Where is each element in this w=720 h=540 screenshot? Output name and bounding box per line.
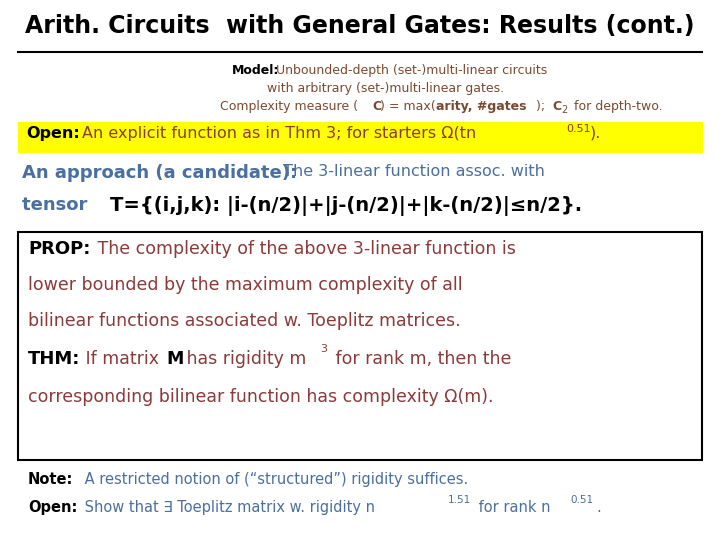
Text: A restricted notion of (“structured”) rigidity suffices.: A restricted notion of (“structured”) ri…	[80, 472, 468, 487]
Text: for depth-two.: for depth-two.	[570, 100, 662, 113]
Text: tensor: tensor	[22, 196, 100, 214]
Text: If matrix: If matrix	[80, 350, 164, 368]
Bar	[18, 122, 702, 152]
Text: The 3-linear function assoc. with: The 3-linear function assoc. with	[278, 164, 545, 179]
Text: Open:: Open:	[28, 500, 77, 515]
Text: 1.51: 1.51	[448, 495, 472, 505]
Text: bilinear functions associated w. Toeplitz matrices.: bilinear functions associated w. Toeplit…	[28, 312, 461, 330]
Text: Model:: Model:	[232, 64, 279, 77]
Text: corresponding bilinear function has complexity Ω(m).: corresponding bilinear function has comp…	[28, 388, 493, 406]
Text: 2: 2	[561, 105, 567, 115]
Text: .: .	[596, 500, 600, 515]
Text: M: M	[166, 350, 184, 368]
Text: Arith. Circuits  with General Gates: Results (cont.): Arith. Circuits with General Gates: Resu…	[25, 14, 695, 38]
Text: An approach (a candidate):: An approach (a candidate):	[22, 164, 297, 182]
Text: The complexity of the above 3-linear function is: The complexity of the above 3-linear fun…	[92, 240, 516, 258]
Text: Unbounded-depth (set-)multi-linear circuits: Unbounded-depth (set-)multi-linear circu…	[276, 64, 547, 77]
Text: for rank n: for rank n	[474, 500, 551, 515]
Text: has rigidity m: has rigidity m	[181, 350, 307, 368]
Text: 3: 3	[320, 344, 327, 354]
Text: Complexity measure (: Complexity measure (	[220, 100, 358, 113]
Text: PROP:: PROP:	[28, 240, 91, 258]
Text: for rank m, then the: for rank m, then the	[330, 350, 511, 368]
Text: C: C	[552, 100, 561, 113]
Text: Note:: Note:	[28, 472, 73, 487]
Text: Open:: Open:	[26, 126, 80, 141]
Text: T={(i,j,k): |i-(n/2)|+|j-(n/2)|+|k-(n/2)|≤n/2}.: T={(i,j,k): |i-(n/2)|+|j-(n/2)|+|k-(n/2)…	[110, 196, 582, 216]
Text: );: );	[536, 100, 549, 113]
Text: Show that ∃ Toeplitz matrix w. rigidity n: Show that ∃ Toeplitz matrix w. rigidity …	[80, 500, 375, 515]
Text: arity, #gates: arity, #gates	[436, 100, 526, 113]
Text: lower bounded by the maximum complexity of all: lower bounded by the maximum complexity …	[28, 276, 463, 294]
Text: An explicit function as in Thm 3; for starters Ω(tn: An explicit function as in Thm 3; for st…	[82, 126, 476, 141]
Text: 0.51: 0.51	[570, 495, 593, 505]
Text: with arbitrary (set-)multi-linear gates.: with arbitrary (set-)multi-linear gates.	[267, 82, 504, 95]
Text: ) = max(: ) = max(	[380, 100, 436, 113]
Text: THM:: THM:	[28, 350, 81, 368]
Bar	[18, 232, 702, 460]
Text: 0.51: 0.51	[566, 124, 590, 134]
Text: C: C	[372, 100, 381, 113]
Text: ).: ).	[590, 126, 601, 141]
